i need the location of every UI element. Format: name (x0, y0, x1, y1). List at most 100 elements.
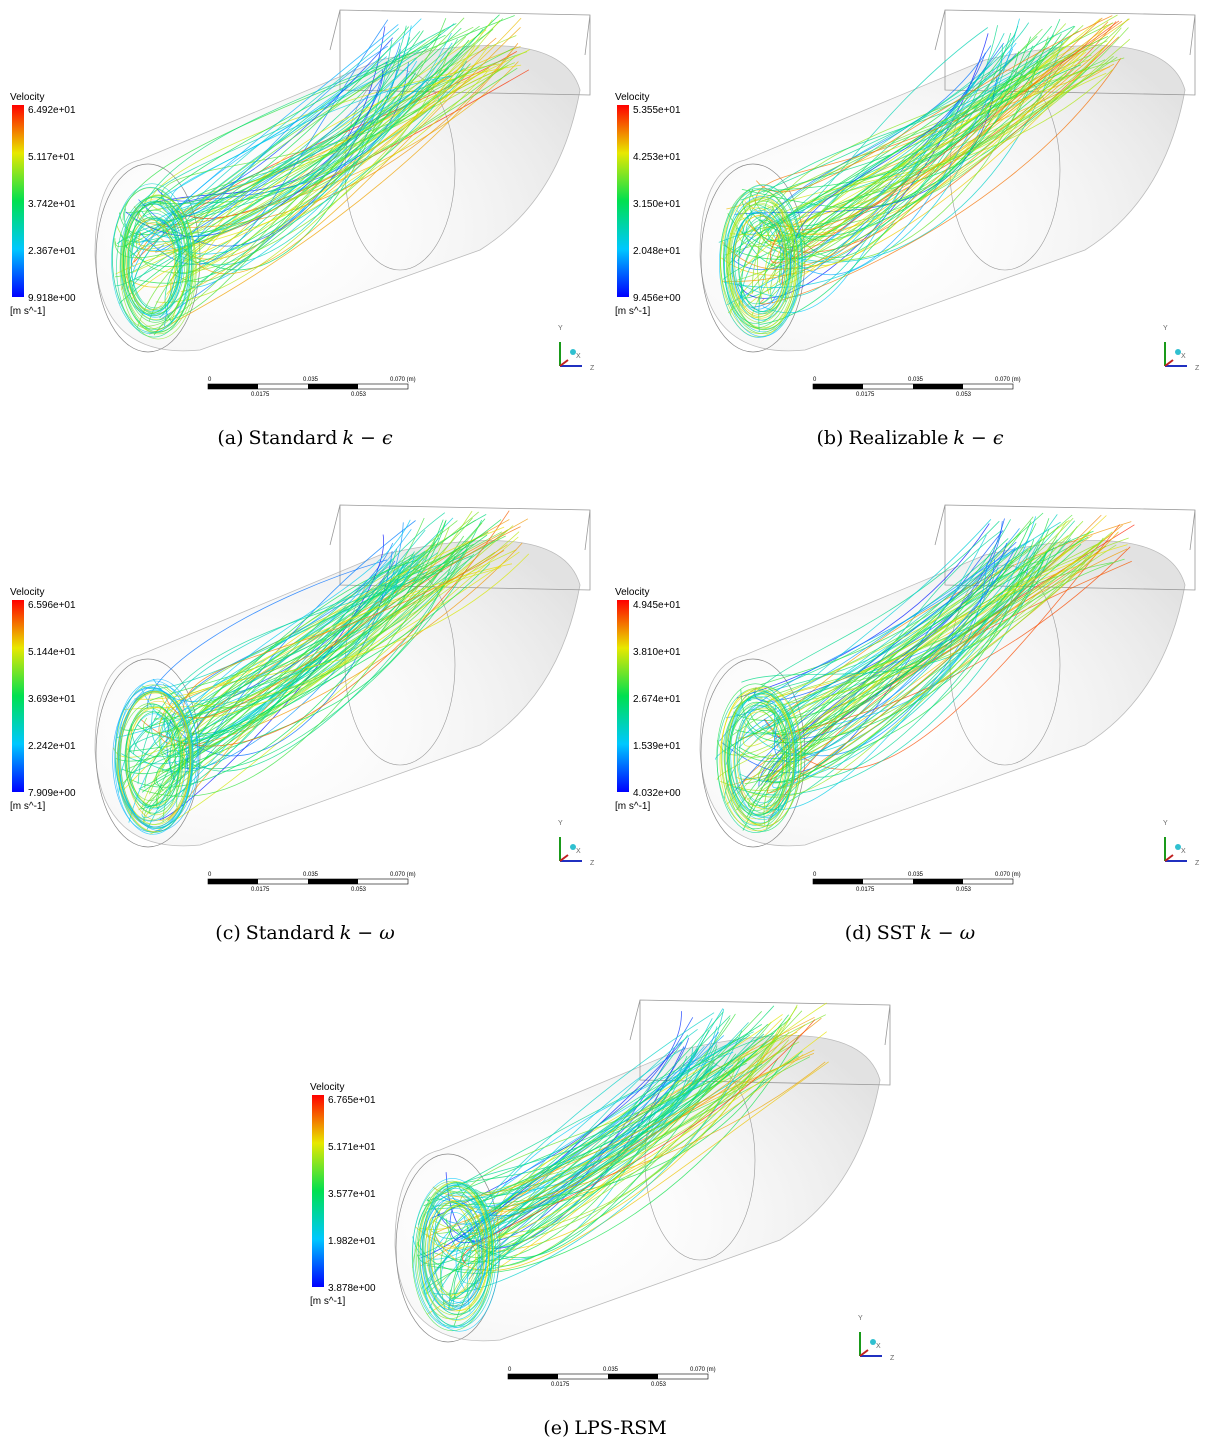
legend-title: Velocity (615, 587, 649, 598)
streamline (722, 17, 1103, 270)
triad-dot (1175, 349, 1181, 355)
scale-label: 0.053 (651, 1382, 667, 1388)
streamline (134, 73, 416, 284)
streamline (115, 534, 488, 762)
legend-tick: 3.693e+01 (28, 694, 76, 705)
swirl (129, 222, 178, 314)
colorbar (617, 600, 629, 792)
streamline (760, 58, 1122, 305)
streamline (482, 1055, 688, 1254)
legend-unit: [m s^-1] (310, 1296, 345, 1307)
streamline (171, 544, 508, 705)
legend-tick: 9.918e+00 (28, 293, 76, 304)
legend-tick: 3.810e+01 (633, 647, 681, 658)
streamline (759, 25, 1076, 249)
streamline (412, 1064, 734, 1260)
streamline (781, 14, 1118, 243)
streamline (732, 53, 1075, 254)
scale-label: 0.0175 (856, 887, 875, 893)
streamline (115, 67, 465, 287)
streamline (171, 25, 480, 282)
streamline (426, 1061, 826, 1238)
streamline (770, 58, 1044, 267)
streamline (435, 1034, 750, 1203)
legend-tick: 3.878e+00 (328, 1283, 376, 1294)
streamline (426, 1050, 803, 1271)
streamline (416, 1058, 745, 1265)
triad-label: Y (558, 325, 563, 332)
legend-title: Velocity (615, 92, 649, 103)
triad-x (859, 1349, 869, 1357)
streamline (742, 519, 1070, 747)
scale-label: 0.0175 (856, 392, 875, 398)
swirl (729, 203, 790, 317)
streamline (731, 42, 1005, 271)
swirl (736, 707, 791, 810)
swirl (719, 189, 799, 338)
panel: Velocity 6.492e+01 5.117e+01 3.742e+01 2.367… (10, 9, 595, 449)
legend-tick: 9.456e+00 (633, 293, 681, 304)
streamline (776, 50, 1083, 239)
outlet-box (934, 9, 1196, 96)
triad-dot (570, 349, 576, 355)
streamline (727, 532, 1022, 763)
swirl (419, 1183, 499, 1332)
swirl (417, 1182, 495, 1327)
scale-bar-seg (208, 384, 258, 389)
swirl (119, 195, 197, 340)
streamline (747, 551, 1047, 744)
triad-label: Y (858, 1315, 863, 1322)
streamline (440, 1055, 800, 1309)
panel: Velocity 6.596e+01 5.144e+01 3.693e+01 2.242… (10, 504, 595, 944)
streamline (169, 548, 398, 779)
streamline (184, 563, 419, 769)
triad-label: Z (590, 860, 595, 867)
streamline (726, 42, 1017, 306)
swirl (727, 202, 793, 323)
triad-label: Z (590, 365, 595, 372)
streamline (731, 541, 1017, 795)
streamline (131, 25, 412, 251)
streamline (787, 565, 1036, 778)
streamline (140, 535, 465, 797)
streamline (477, 1006, 798, 1276)
inner-face (949, 69, 1061, 271)
streamline (459, 1039, 776, 1202)
streamline (141, 531, 520, 807)
swirl (722, 184, 804, 335)
caption-text: Standard (249, 427, 338, 449)
streamline (119, 26, 410, 235)
streamline (420, 1024, 806, 1267)
swirl (724, 196, 800, 337)
swirl (733, 711, 785, 808)
streamline (452, 1053, 728, 1309)
streamline (120, 519, 502, 731)
streamline (125, 39, 470, 267)
triad-label: Y (558, 820, 563, 827)
legend-tick: 3.742e+01 (28, 199, 76, 210)
swirl (111, 183, 193, 333)
streamline (779, 562, 988, 751)
streamline (156, 522, 483, 805)
colorbar (312, 1095, 324, 1287)
triad-label: X (576, 353, 581, 360)
streamline (159, 60, 468, 319)
streamline (134, 563, 513, 700)
colorbar (12, 105, 24, 297)
streamline (769, 20, 1120, 264)
scale-label: 0.070 (m) (390, 872, 416, 878)
streamline (462, 1005, 775, 1184)
streamline (131, 46, 429, 246)
scale-bar-seg (813, 879, 863, 884)
swirl (125, 703, 181, 807)
swirl (422, 1186, 490, 1312)
triad-x (1164, 854, 1174, 862)
swirl (428, 1201, 479, 1295)
streamline (144, 531, 489, 789)
streamline (155, 563, 491, 791)
streamline (427, 1053, 737, 1259)
streamline (432, 1053, 815, 1198)
streamline (727, 68, 1089, 314)
legend-tick: 4.945e+01 (633, 600, 681, 611)
body-shading (699, 45, 1186, 352)
